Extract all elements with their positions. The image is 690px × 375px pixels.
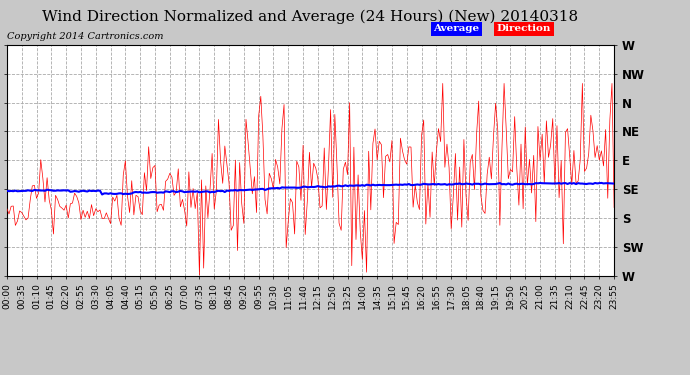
- Text: Wind Direction Normalized and Average (24 Hours) (New) 20140318: Wind Direction Normalized and Average (2…: [43, 9, 578, 24]
- Text: Average: Average: [433, 24, 480, 33]
- Text: Direction: Direction: [497, 24, 551, 33]
- Text: Copyright 2014 Cartronics.com: Copyright 2014 Cartronics.com: [7, 32, 164, 41]
